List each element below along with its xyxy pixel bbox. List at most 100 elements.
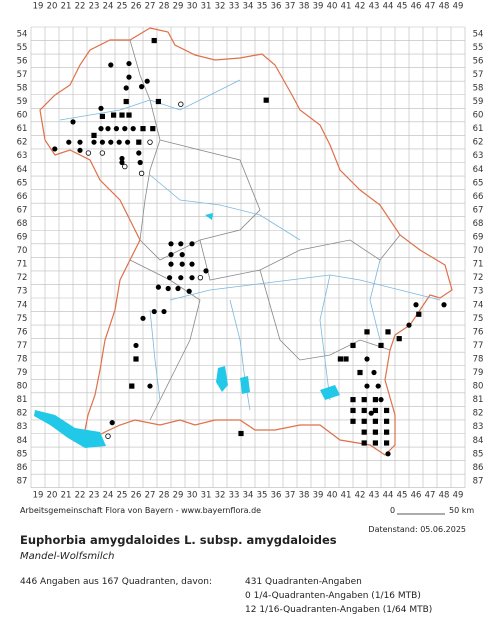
record-square bbox=[416, 311, 422, 317]
record-dot bbox=[167, 275, 173, 281]
x-label-top: 42 bbox=[355, 2, 366, 12]
record-dot bbox=[108, 62, 114, 68]
record-dot bbox=[125, 139, 131, 145]
record-open bbox=[147, 139, 153, 145]
record-square bbox=[155, 98, 161, 105]
record-square bbox=[350, 418, 356, 424]
record-dot bbox=[139, 84, 145, 90]
record-square bbox=[372, 440, 378, 446]
y-label-left: 69 bbox=[17, 233, 28, 243]
x-label-top: 45 bbox=[397, 2, 408, 12]
record-dot bbox=[122, 126, 128, 132]
x-label-top: 32 bbox=[215, 2, 226, 12]
record-square bbox=[126, 112, 132, 118]
y-label-left: 79 bbox=[17, 368, 28, 378]
record-dot bbox=[77, 139, 83, 145]
x-label-top: 41 bbox=[341, 2, 352, 12]
record-dot bbox=[99, 139, 105, 145]
record-square bbox=[150, 126, 156, 132]
record-square bbox=[133, 356, 139, 362]
y-label-right: 62 bbox=[473, 138, 484, 148]
record-dot bbox=[98, 126, 104, 132]
record-dot bbox=[375, 383, 381, 389]
y-label-left: 72 bbox=[17, 273, 28, 283]
record-square bbox=[91, 132, 97, 138]
y-label-left: 64 bbox=[17, 165, 28, 175]
y-label-left: 83 bbox=[17, 422, 28, 432]
y-label-left: 66 bbox=[17, 192, 28, 202]
x-label-top: 43 bbox=[369, 2, 380, 12]
title: Euphorbia amygdaloides L. subsp. amygdal… bbox=[20, 533, 337, 547]
y-label-right: 70 bbox=[473, 246, 484, 256]
x-label-top: 46 bbox=[411, 2, 422, 12]
stats-line: 0 1/4-Quadranten-Angaben (1/16 MTB) bbox=[245, 591, 421, 601]
x-label-top: 37 bbox=[285, 2, 296, 12]
record-dot bbox=[168, 241, 174, 247]
x-label-top: 36 bbox=[271, 2, 282, 12]
record-dot bbox=[413, 302, 419, 308]
x-label-bottom: 22 bbox=[75, 491, 86, 501]
y-label-right: 69 bbox=[473, 233, 484, 243]
grid bbox=[30, 26, 466, 489]
record-square bbox=[384, 429, 390, 435]
stats-line: 12 1/16-Quadranten-Angaben (1/64 MTB) bbox=[245, 605, 432, 615]
record-dot bbox=[178, 275, 184, 281]
x-label-bottom: 45 bbox=[397, 491, 408, 501]
y-label-right: 85 bbox=[473, 449, 484, 459]
record-dot bbox=[77, 147, 83, 153]
x-label-bottom: 33 bbox=[229, 491, 240, 501]
y-label-right: 82 bbox=[473, 409, 484, 419]
record-square bbox=[364, 329, 370, 335]
y-label-right: 57 bbox=[473, 70, 484, 80]
y-label-left: 55 bbox=[17, 43, 28, 53]
x-label-top: 31 bbox=[201, 2, 212, 12]
record-square bbox=[350, 397, 356, 403]
record-square bbox=[372, 397, 378, 403]
y-label-right: 75 bbox=[473, 314, 484, 324]
y-label-left: 63 bbox=[17, 151, 28, 161]
y-label-right: 77 bbox=[473, 341, 484, 351]
x-label-bottom: 35 bbox=[257, 491, 268, 501]
record-open bbox=[197, 274, 204, 281]
record-dot bbox=[147, 383, 153, 389]
stats-line: 431 Quadranten-Angaben bbox=[245, 577, 362, 587]
y-label-left: 73 bbox=[17, 287, 28, 297]
record-square bbox=[384, 418, 390, 424]
y-label-right: 72 bbox=[473, 273, 484, 283]
x-label-bottom: 31 bbox=[201, 491, 212, 501]
y-label-right: 73 bbox=[473, 287, 484, 297]
record-dot bbox=[406, 322, 412, 328]
record-square bbox=[361, 440, 367, 446]
y-label-left: 62 bbox=[17, 138, 28, 148]
x-label-bottom: 49 bbox=[453, 491, 464, 501]
y-label-left: 59 bbox=[17, 97, 28, 107]
record-dot bbox=[133, 342, 139, 349]
x-label-top: 21 bbox=[61, 2, 72, 12]
y-label-left: 74 bbox=[17, 300, 28, 310]
x-label-bottom: 23 bbox=[89, 491, 100, 501]
x-label-top: 30 bbox=[187, 2, 198, 12]
district-borders bbox=[129, 39, 401, 421]
y-label-right: 78 bbox=[473, 354, 484, 364]
record-dot bbox=[189, 241, 195, 247]
y-label-left: 86 bbox=[17, 463, 28, 473]
record-square bbox=[361, 418, 367, 424]
footer: Arbeitsgemeinschaft Flora von Bayern - w… bbox=[20, 506, 261, 515]
y-label-right: 54 bbox=[473, 29, 484, 39]
x-label-bottom: 26 bbox=[131, 491, 142, 501]
record-dot bbox=[70, 119, 76, 125]
y-label-left: 57 bbox=[17, 70, 28, 80]
record-dot bbox=[371, 369, 377, 376]
record-dot bbox=[137, 159, 143, 166]
y-label-left: 77 bbox=[17, 341, 28, 351]
record-dot bbox=[189, 275, 195, 281]
y-label-left: 54 bbox=[17, 29, 28, 39]
x-label-top: 29 bbox=[173, 2, 184, 12]
record-dot bbox=[179, 252, 185, 258]
record-open bbox=[99, 150, 106, 156]
y-label-left: 84 bbox=[17, 436, 28, 446]
x-label-top: 47 bbox=[425, 2, 436, 12]
record-dot bbox=[52, 146, 58, 152]
y-label-right: 60 bbox=[473, 111, 484, 121]
